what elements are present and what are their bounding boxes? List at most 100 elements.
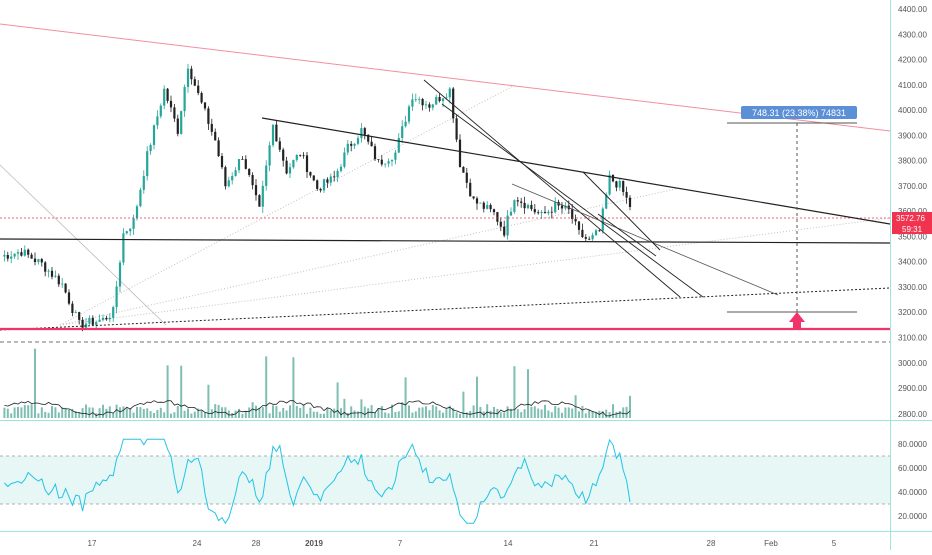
volume-bar xyxy=(272,405,274,418)
candle-body xyxy=(302,155,305,157)
volume-bar xyxy=(30,404,33,418)
volume-bar xyxy=(612,404,614,418)
volume-bar xyxy=(442,412,444,418)
volume-bar xyxy=(156,409,159,418)
volume-bar xyxy=(115,404,118,418)
volume-bar xyxy=(125,408,128,418)
volume-bar xyxy=(285,410,288,418)
candle-body xyxy=(193,79,196,86)
price-tick-label: 3300.00 xyxy=(898,283,927,292)
candle-body xyxy=(373,146,377,160)
measure-tool-label: 748.31 (23.38%) 74831 xyxy=(752,108,846,118)
volume-bar xyxy=(435,406,438,418)
volume-bar xyxy=(105,408,108,418)
volume-bar xyxy=(302,404,305,418)
candle-body xyxy=(469,182,472,197)
candle-body xyxy=(16,252,20,254)
volume-bar xyxy=(57,412,60,418)
candle-body xyxy=(288,167,292,174)
volume-bar xyxy=(414,411,417,418)
volume-bar xyxy=(350,406,353,418)
candle-body xyxy=(499,221,502,227)
candle-body xyxy=(333,176,336,178)
volume-bar xyxy=(486,404,489,418)
price-tick-label: 3600.00 xyxy=(898,207,927,216)
candle-body xyxy=(404,121,407,127)
volume-bar xyxy=(20,407,23,418)
volume-bars xyxy=(3,348,631,418)
candle-body xyxy=(384,163,387,165)
candle-body xyxy=(533,209,536,213)
candle-body xyxy=(112,307,115,318)
volume-bar xyxy=(425,406,427,418)
candle-body xyxy=(506,215,509,236)
candle-body xyxy=(397,137,400,153)
candle-body xyxy=(231,176,234,181)
volume-bar xyxy=(452,408,455,418)
volume-bar xyxy=(112,413,115,418)
volume-bar xyxy=(316,411,319,418)
measure-tool[interactable]: 748.31 (23.38%) 74831 xyxy=(727,106,857,313)
price-axis[interactable]: 4400.00 4300.00 4200.00 4100.00 4000.00 3900.… xyxy=(898,5,927,342)
candle-body xyxy=(251,174,254,186)
volume-bar xyxy=(132,412,135,418)
candle-body xyxy=(523,202,526,209)
candle-body xyxy=(339,166,343,171)
volume-bar xyxy=(244,411,247,418)
volume-bar xyxy=(465,412,468,418)
candle-body xyxy=(543,211,547,214)
candle-body xyxy=(309,172,312,176)
volume-bar xyxy=(370,405,373,418)
candle-body xyxy=(455,118,458,140)
candle-body xyxy=(84,323,88,328)
volume-bar xyxy=(578,411,580,418)
candle-body xyxy=(180,111,183,134)
candle-body xyxy=(224,167,227,187)
candle-body xyxy=(292,159,295,168)
candle-body xyxy=(118,262,122,287)
candle-body xyxy=(598,230,601,232)
volume-bar xyxy=(506,406,509,418)
volume-bar xyxy=(503,412,506,418)
volume-bar xyxy=(591,410,594,418)
volume-bar xyxy=(183,410,186,418)
volume-bar xyxy=(387,413,390,418)
volume-tick-label: 3000.00 xyxy=(898,359,927,368)
time-axis[interactable]: 17 24 28 2019 7 14 21 28 Feb 5 xyxy=(88,539,837,548)
time-tick-label: 21 xyxy=(590,539,599,548)
volume-bar xyxy=(64,407,67,418)
candle-body xyxy=(275,124,278,142)
volume-bar xyxy=(530,406,533,418)
volume-bar xyxy=(428,410,431,418)
candle-body xyxy=(305,155,309,173)
volume-tick-label: 2800.00 xyxy=(898,410,927,419)
volume-bar xyxy=(571,408,574,418)
volume-bar xyxy=(540,409,543,418)
candle-body xyxy=(237,159,241,171)
candle-body xyxy=(605,194,608,209)
volume-bar xyxy=(187,408,189,418)
volume-bar xyxy=(360,399,363,418)
volume-bar xyxy=(282,407,285,418)
diagonal-line xyxy=(0,164,167,326)
volume-bar xyxy=(438,410,441,418)
last-price-badge: 3572.76 59:31 xyxy=(892,212,932,234)
volume-bar xyxy=(200,410,203,418)
volume-bar xyxy=(312,411,315,418)
candle-body xyxy=(329,176,332,183)
channel-line xyxy=(511,183,779,296)
volume-bar xyxy=(377,408,380,418)
volume-bar xyxy=(605,409,608,418)
candle-body xyxy=(360,128,363,139)
rsi-axis[interactable]: 80.0000 60.0000 40.0000 20.0000 xyxy=(898,440,927,521)
volume-bar xyxy=(397,411,400,418)
volume-bar xyxy=(353,410,356,418)
price-pane[interactable] xyxy=(0,0,890,420)
channel-line xyxy=(441,103,704,298)
volume-bar xyxy=(227,410,230,418)
price-tick-label: 4200.00 xyxy=(898,56,927,65)
volume-bar xyxy=(520,412,523,418)
candle-body xyxy=(363,128,366,135)
